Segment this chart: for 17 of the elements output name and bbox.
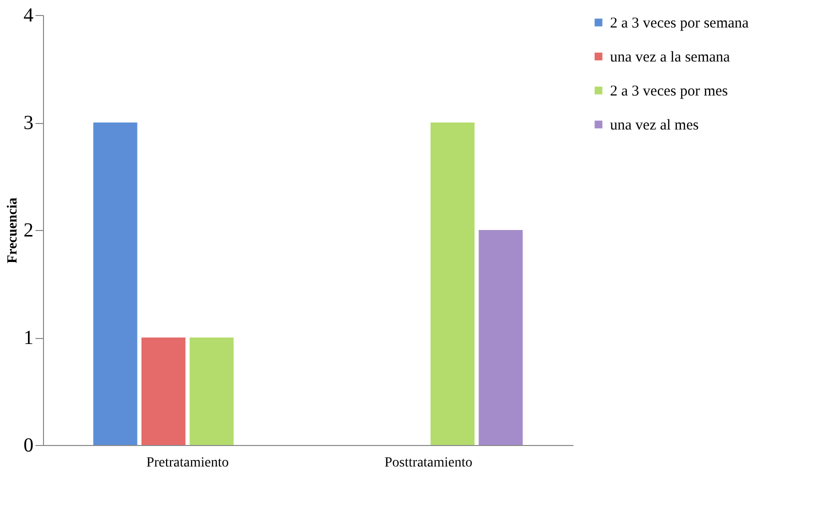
legend-label: una vez al mes [610, 118, 699, 134]
y-tick-label: 4 [24, 4, 34, 26]
y-axis-title: Frecuencia [6, 198, 20, 264]
y-tick-label: 0 [24, 434, 34, 456]
legend-label: 2 a 3 veces por mes [610, 84, 728, 100]
bar [478, 230, 523, 445]
bar [93, 122, 138, 445]
x-tick-label: Pretratamiento [146, 456, 229, 470]
x-tick-label: Posttratamiento [384, 456, 472, 470]
legend-label: una vez a la semana [610, 50, 730, 66]
bar [190, 338, 234, 445]
bar [141, 338, 186, 445]
bar [430, 122, 475, 445]
y-tick-label: 2 [24, 220, 34, 242]
y-tick-label: 3 [24, 112, 34, 134]
legend-label: 2 a 3 veces por semana [610, 16, 750, 32]
y-tick-label: 1 [24, 327, 34, 349]
